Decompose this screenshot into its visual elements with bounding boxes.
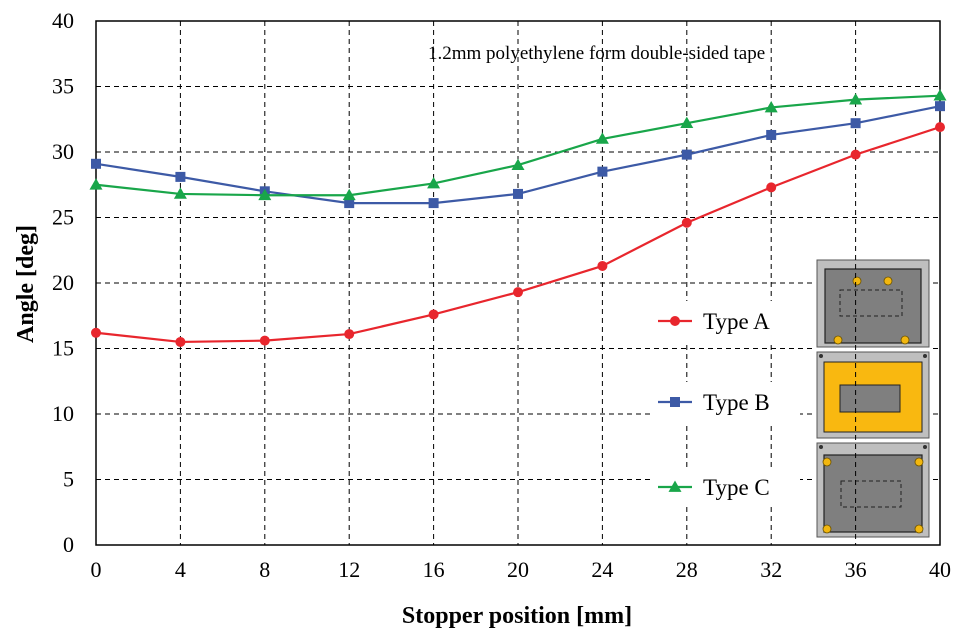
data-point-type-a (597, 260, 608, 271)
data-point-type-b (344, 198, 355, 209)
data-point-type-a (428, 309, 439, 320)
data-point-type-a (681, 217, 692, 228)
data-point-type-c (849, 93, 863, 105)
data-point-type-a (175, 336, 186, 347)
x-tick-label: 8 (259, 557, 270, 582)
data-point-type-b (681, 149, 692, 160)
data-point-type-c (764, 100, 778, 113)
series-line-type-c (95, 94, 941, 197)
x-axis-title: Stopper position [mm] (402, 603, 632, 629)
x-tick-label: 20 (507, 557, 529, 582)
data-point-type-c (933, 89, 947, 101)
x-tick-label: 0 (91, 557, 102, 582)
legend: Type A Type B Type C (650, 301, 800, 507)
legend-label-type-a: Type A (703, 309, 770, 334)
legend-marker-type-a (670, 316, 680, 326)
data-point-type-b (175, 171, 186, 182)
type-a-plate-icon (816, 259, 930, 348)
data-point-type-a (91, 327, 101, 338)
type-b-plate-icon (816, 351, 930, 439)
y-tick-label: 40 (52, 8, 74, 33)
data-point-type-c (173, 187, 187, 199)
y-tick-labels: 0 5 10 15 20 25 30 35 40 (52, 8, 74, 557)
data-point-type-b (766, 129, 777, 140)
chart-annotation: 1.2mm polyethylene form double-sided tap… (428, 43, 765, 64)
data-point-type-b (513, 188, 523, 199)
x-tick-label: 4 (175, 557, 186, 582)
y-tick-label: 25 (52, 205, 74, 230)
y-tick-label: 10 (52, 401, 74, 426)
data-point-type-a (850, 149, 861, 160)
data-point-type-b (597, 166, 608, 177)
x-tick-label: 32 (760, 557, 782, 582)
x-tick-label: 36 (845, 557, 867, 582)
y-tick-label: 0 (63, 532, 74, 557)
data-point-type-c (595, 132, 609, 144)
data-point-type-c (680, 116, 694, 129)
type-c-plate-icon (816, 442, 930, 538)
data-point-type-a (259, 335, 270, 346)
data-point-type-a (766, 182, 777, 193)
legend-label-type-c: Type C (703, 475, 770, 500)
data-point-type-a (513, 287, 523, 298)
data-point-type-c (427, 176, 441, 189)
x-tick-label: 12 (338, 557, 360, 582)
series-type-b (91, 101, 945, 209)
data-point-type-c (258, 188, 272, 201)
data-point-type-c (342, 188, 356, 201)
x-tick-label: 28 (676, 557, 698, 582)
x-tick-labels: 0 4 8 12 16 20 24 28 32 36 40 (91, 557, 952, 582)
legend-label-type-b: Type B (703, 390, 770, 415)
legend-marker-type-b (670, 397, 680, 407)
inset-icons (813, 255, 933, 541)
data-point-type-b (91, 158, 101, 169)
y-tick-label: 5 (63, 467, 74, 492)
data-point-type-b (935, 101, 945, 112)
data-point-type-b (850, 118, 861, 129)
series-type-c (89, 89, 947, 201)
y-axis-title: Angle [deg] (13, 225, 39, 343)
series-type-a (91, 122, 945, 347)
data-point-type-a (935, 122, 945, 133)
data-point-type-a (344, 329, 355, 340)
x-tick-label: 40 (929, 557, 951, 582)
y-tick-label: 30 (52, 139, 74, 164)
plot-frame (95, 20, 941, 546)
legend-marker-type-c (668, 480, 682, 492)
x-tick-label: 16 (423, 557, 445, 582)
y-tick-label: 15 (52, 336, 74, 361)
y-tick-label: 35 (52, 74, 74, 99)
y-tick-label: 20 (52, 270, 74, 295)
data-point-type-c (511, 158, 525, 170)
data-point-type-c (89, 178, 103, 190)
data-point-type-b (428, 198, 439, 209)
series (89, 89, 947, 347)
x-tick-label: 24 (591, 557, 613, 582)
